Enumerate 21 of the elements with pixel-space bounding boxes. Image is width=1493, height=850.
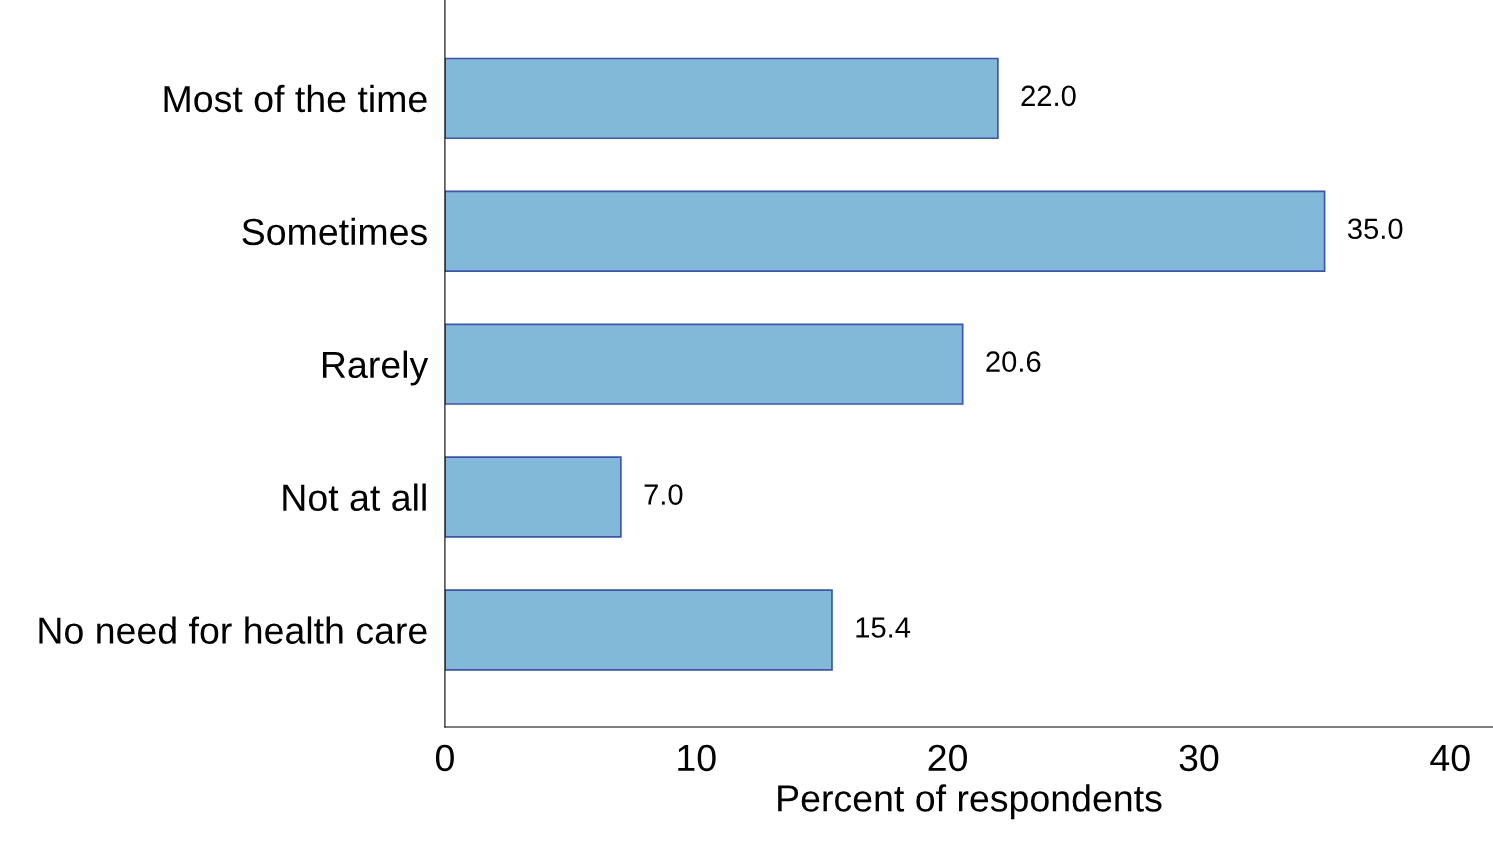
data-label: 7.0 — [644, 484, 683, 505]
x-tick-label: 40 — [1430, 744, 1470, 772]
y-tick-label: Not at all — [283, 483, 426, 512]
bar — [444, 190, 1326, 272]
x-tick-label: 20 — [928, 744, 967, 772]
bar — [444, 456, 622, 538]
x-axis-title: Percent of respondents — [778, 784, 1162, 820]
data-label: 35.0 — [1347, 218, 1403, 240]
y-tick-label: Most of the time — [164, 84, 427, 113]
x-tick-label: 0 — [435, 744, 454, 772]
bar — [444, 323, 964, 405]
data-label: 22.0 — [1021, 85, 1076, 107]
bar — [444, 589, 833, 671]
y-tick-label: Sometimes — [242, 217, 427, 246]
bar — [444, 57, 999, 140]
y-tick-label: No need for health care — [39, 616, 427, 644]
y-tick-label: Rarely — [322, 350, 429, 386]
data-label: 15.4 — [856, 617, 911, 638]
x-tick-label: 30 — [1179, 744, 1219, 772]
x-tick-label: 10 — [678, 744, 716, 772]
data-label: 20.6 — [986, 351, 1041, 372]
